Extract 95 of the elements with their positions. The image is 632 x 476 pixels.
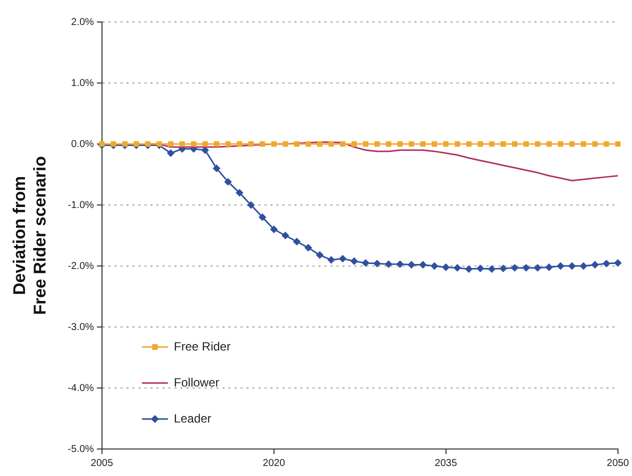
- point: [225, 141, 231, 147]
- point: [534, 141, 540, 147]
- point: [236, 189, 244, 196]
- point: [122, 141, 128, 147]
- point: [168, 141, 174, 147]
- point: [558, 141, 564, 147]
- point: [489, 141, 494, 147]
- point: [282, 232, 289, 240]
- point: [374, 141, 380, 147]
- point: [592, 141, 598, 147]
- point: [110, 141, 116, 147]
- point: [591, 261, 599, 268]
- point: [316, 251, 324, 259]
- point: [179, 141, 185, 147]
- y-tick-label: 0.0%: [71, 138, 94, 150]
- point: [454, 264, 461, 272]
- point: [247, 201, 255, 209]
- point: [522, 264, 530, 272]
- point: [500, 264, 507, 272]
- point: [270, 226, 278, 233]
- point: [304, 244, 312, 252]
- legend-label: Leader: [174, 411, 212, 426]
- point: [545, 264, 553, 271]
- point: [465, 265, 472, 273]
- x-tick-label: 2005: [90, 458, 114, 469]
- point: [328, 256, 335, 264]
- point: [511, 264, 518, 272]
- point: [397, 141, 403, 147]
- point: [214, 141, 220, 147]
- point: [362, 141, 368, 147]
- y-tick-label: -5.0%: [68, 444, 94, 455]
- point: [134, 141, 140, 147]
- point: [408, 261, 416, 268]
- y-axis-title: Deviation from Free Rider scenario: [10, 156, 50, 315]
- point: [339, 255, 346, 262]
- point: [466, 141, 472, 147]
- point: [202, 141, 208, 147]
- point: [374, 260, 381, 268]
- y-tick-label: -2.0%: [68, 260, 94, 272]
- point: [271, 141, 277, 147]
- legend-label: Free Rider: [174, 339, 231, 354]
- x-tick-label: 2035: [434, 458, 458, 469]
- point: [443, 141, 449, 147]
- point: [430, 262, 438, 270]
- y-tick-label: -1.0%: [68, 200, 94, 211]
- point: [260, 141, 266, 147]
- point: [396, 260, 404, 268]
- point: [328, 141, 334, 147]
- point: [420, 141, 426, 147]
- point: [523, 141, 529, 147]
- point: [556, 262, 564, 270]
- point: [258, 214, 266, 221]
- x-tick-label: 2020: [262, 458, 286, 469]
- point: [419, 261, 427, 268]
- x-tick-label: 2050: [606, 458, 630, 469]
- point: [282, 141, 288, 147]
- point: [350, 258, 358, 265]
- point: [362, 259, 370, 267]
- point: [478, 141, 484, 147]
- point: [614, 259, 622, 267]
- legend-label: Follower: [174, 375, 220, 390]
- point: [212, 164, 220, 172]
- point: [202, 146, 209, 154]
- point: [384, 260, 392, 268]
- point: [602, 260, 610, 268]
- point: [306, 141, 312, 147]
- point: [442, 264, 450, 271]
- point: [294, 141, 300, 147]
- y-tick-label: -4.0%: [68, 382, 94, 394]
- point: [432, 141, 438, 147]
- point: [534, 264, 542, 272]
- point: [224, 178, 232, 186]
- point: [386, 141, 392, 147]
- y-tick-label: 2.0%: [71, 16, 94, 28]
- point: [293, 238, 300, 246]
- point: [156, 141, 162, 147]
- point: [167, 150, 174, 157]
- point: [568, 262, 576, 270]
- point: [580, 262, 588, 270]
- point: [190, 141, 196, 147]
- point: [604, 141, 610, 147]
- point: [615, 141, 621, 147]
- point: [99, 141, 105, 147]
- point: [351, 141, 357, 147]
- point: [340, 141, 346, 147]
- y-tick-label: -3.0%: [68, 322, 94, 333]
- point: [546, 141, 552, 147]
- point: [488, 265, 496, 273]
- point: [145, 141, 151, 147]
- point: [476, 264, 484, 272]
- point: [317, 141, 322, 147]
- point: [454, 141, 460, 147]
- point: [500, 141, 506, 147]
- point: [512, 141, 518, 147]
- y-tick-label: 1.0%: [71, 78, 94, 89]
